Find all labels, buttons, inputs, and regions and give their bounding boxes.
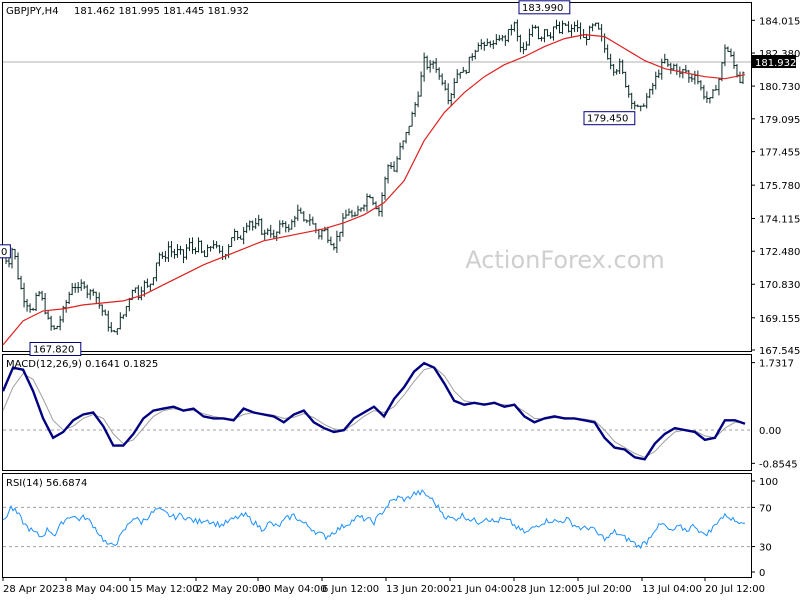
x-tick-label: 13 Jun 20:00 xyxy=(386,584,450,595)
x-tick-label: 8 May 04:00 xyxy=(66,584,128,595)
price-ytick-label: 172.480 xyxy=(759,247,800,258)
annotation-box xyxy=(518,0,571,15)
annotation-label: 183.990 xyxy=(522,3,563,14)
macd-line xyxy=(1,361,746,461)
x-tick-label: 13 Jul 04:00 xyxy=(642,584,702,595)
ohlc-readout: 181.462 181.995 181.445 181.932 xyxy=(74,6,249,17)
price-ytick-label: 174.115 xyxy=(759,214,800,225)
macd-ytick-label: -0.8545 xyxy=(759,459,798,470)
x-tick-label: 30 May 04:00 xyxy=(258,584,327,595)
x-tick-label: 20 Jul 12:00 xyxy=(705,584,765,595)
price-ytick-label: 175.780 xyxy=(759,181,800,192)
x-tick-label: 6 Jun 12:00 xyxy=(322,584,379,595)
rsi-ytick-label: 70 xyxy=(759,503,772,514)
rsi-ytick-label: 30 xyxy=(759,543,772,554)
macd-title: MACD(12,26,9) 0.1641 0.1825 xyxy=(6,359,158,370)
macd-zero-tag xyxy=(752,423,782,437)
price-ytick-label: 167.545 xyxy=(759,346,800,357)
macd-ytick-label: 1.7317 xyxy=(759,359,794,370)
annotation-box xyxy=(0,244,11,259)
rsi-ytick-label: 100 xyxy=(759,477,778,488)
price-ytick-label: 180.730 xyxy=(759,82,800,93)
rsi-title: RSI(14) 56.6874 xyxy=(6,478,87,489)
x-tick-label: 21 Jun 04:00 xyxy=(450,584,514,595)
annotation-label: 167.820 xyxy=(33,344,74,355)
price-layer: 184.015 182.380 180.730 179.095 177.455 175.7… xyxy=(0,0,800,357)
price-panel-frame xyxy=(2,2,752,352)
price-ytick-label: 177.455 xyxy=(759,148,800,159)
price-ytick-label: 170.830 xyxy=(759,280,800,291)
rsi-line xyxy=(2,489,746,550)
macd-panel-frame xyxy=(2,354,752,471)
price-ytick-label: 182.380 xyxy=(759,49,800,60)
x-tick-label: 15 May 12:00 xyxy=(130,584,199,595)
annotation-box xyxy=(583,111,636,126)
watermark: ActionForex.com xyxy=(465,246,665,274)
annotation-box xyxy=(29,341,82,356)
x-tick-label: 28 Apr 2023 xyxy=(3,584,65,595)
last-price-label: 181.932 xyxy=(755,58,796,69)
price-ytick-label: 184.015 xyxy=(759,16,800,27)
macd-zero-label: 0.00 xyxy=(759,426,781,437)
moving-average-line xyxy=(2,33,746,346)
rsi-panel-frame xyxy=(2,473,752,578)
x-tick-label: 28 Jun 12:00 xyxy=(514,584,578,595)
x-tick-label: 5 Jul 20:00 xyxy=(578,584,632,595)
macd-signal-line xyxy=(2,366,746,458)
annotation-label: 179.450 xyxy=(587,114,628,125)
price-ytick-label: 179.095 xyxy=(759,115,800,126)
symbol-label: GBPJPY,H4 xyxy=(6,6,59,17)
rsi-layer: 100 70 30 0 xyxy=(2,477,778,579)
x-tick-label: 22 May 20:00 xyxy=(196,584,265,595)
last-price-tag xyxy=(752,55,796,69)
price-ytick-label: 169.155 xyxy=(759,314,800,325)
annotation-label: 0 xyxy=(1,247,7,258)
rsi-ytick-label: 0 xyxy=(759,568,765,579)
